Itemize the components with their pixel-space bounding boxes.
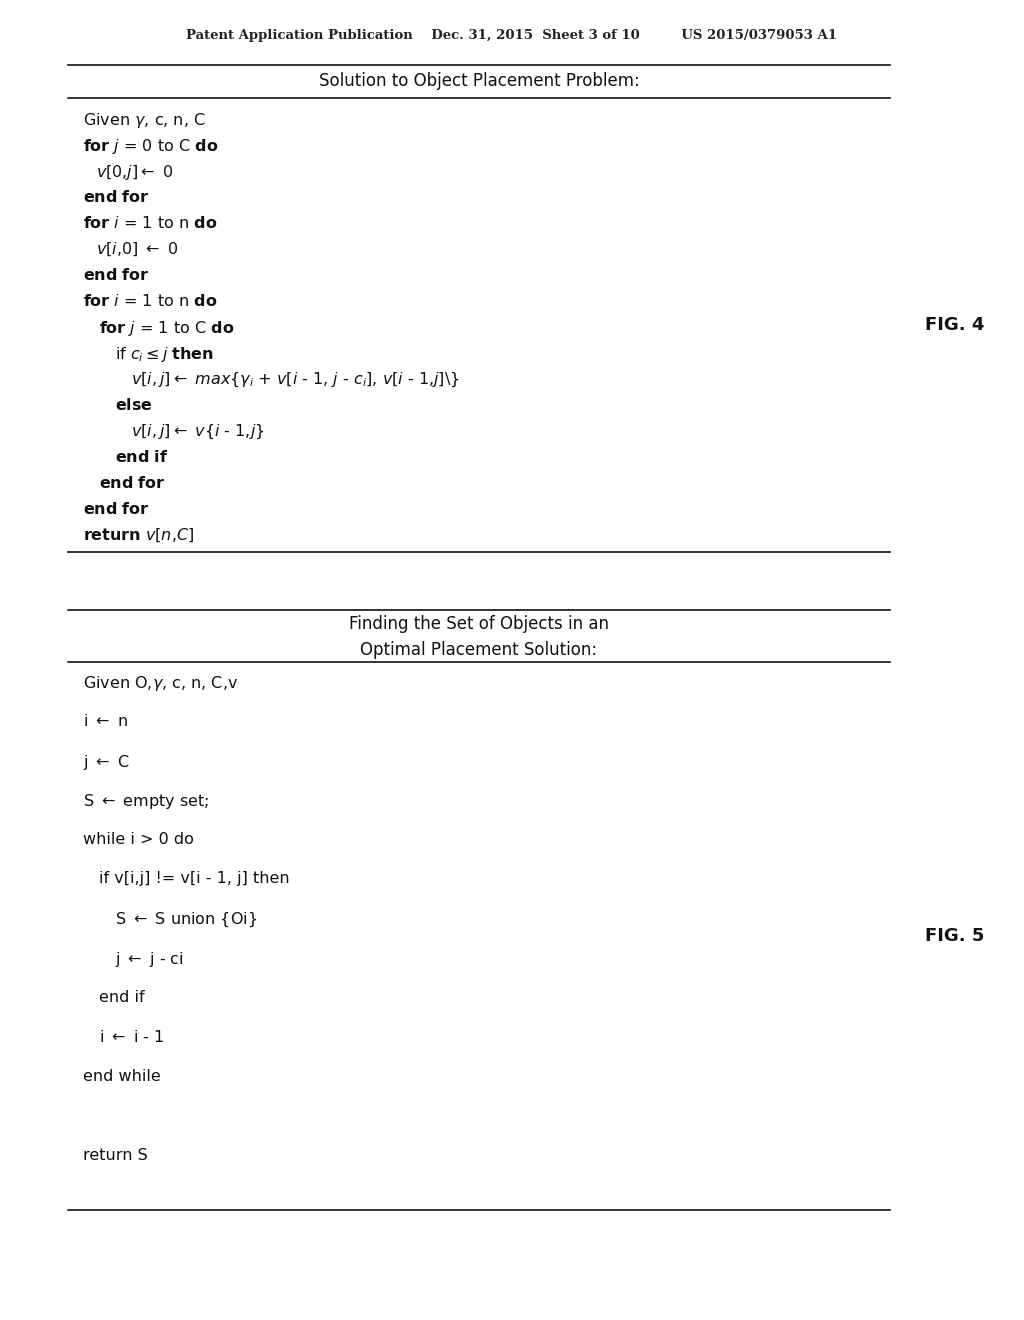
Text: $\bf{end\ for}$: $\bf{end\ for}$ [99, 475, 166, 491]
Text: Finding the Set of Objects in an: Finding the Set of Objects in an [349, 615, 609, 634]
Text: $\bf{for}$ $i$ = 1 to n $\bf{do}$: $\bf{for}$ $i$ = 1 to n $\bf{do}$ [83, 293, 217, 309]
Text: i $\leftarrow$ n: i $\leftarrow$ n [83, 714, 128, 730]
Text: i $\leftarrow$ i - 1: i $\leftarrow$ i - 1 [99, 1030, 165, 1045]
Text: $\bf{end\ for}$: $\bf{end\ for}$ [83, 502, 150, 517]
Text: S $\leftarrow$ S union {Oi}: S $\leftarrow$ S union {Oi} [115, 911, 257, 929]
Text: $\bf{for}$ $i$ = 1 to n $\bf{do}$: $\bf{for}$ $i$ = 1 to n $\bf{do}$ [83, 215, 217, 231]
Text: end while: end while [83, 1069, 161, 1084]
Text: Patent Application Publication    Dec. 31, 2015  Sheet 3 of 10         US 2015/0: Patent Application Publication Dec. 31, … [186, 29, 838, 41]
Text: j $\leftarrow$ j - ci: j $\leftarrow$ j - ci [115, 950, 183, 969]
Text: $\bf{for}$ $j$ = 0 to C $\bf{do}$: $\bf{for}$ $j$ = 0 to C $\bf{do}$ [83, 137, 218, 156]
Text: $\bf{for}$ $j$ = 1 to C $\bf{do}$: $\bf{for}$ $j$ = 1 to C $\bf{do}$ [99, 319, 234, 338]
Text: $\bf{end\ for}$: $\bf{end\ for}$ [83, 267, 150, 282]
Text: Given O,$\gamma$, c, n, C,v: Given O,$\gamma$, c, n, C,v [83, 675, 239, 693]
Text: $v$[$i,j$]$\leftarrow$ $max\{\gamma_i$ + $v$[$i$ - 1, $j$ - $c_i$], $v$[$i$ - 1,: $v$[$i,j$]$\leftarrow$ $max\{\gamma_i$ +… [131, 371, 460, 389]
Text: j $\leftarrow$ C: j $\leftarrow$ C [83, 752, 130, 772]
Text: $\bf{end\ if}$: $\bf{end\ if}$ [115, 449, 168, 465]
Text: $v$[$i,j$]$\leftarrow$ $v\{i$ - 1,$j\}$: $v$[$i,j$]$\leftarrow$ $v\{i$ - 1,$j\}$ [131, 422, 264, 441]
Text: $\bf{else}$: $\bf{else}$ [115, 397, 153, 413]
Text: FIG. 4: FIG. 4 [926, 315, 985, 334]
Text: S $\leftarrow$ empty set;: S $\leftarrow$ empty set; [83, 792, 209, 812]
Text: if v[i,j] != v[i - 1, j] then: if v[i,j] != v[i - 1, j] then [99, 871, 290, 887]
Text: if $c_i \leq j$ $\bf{then}$: if $c_i \leq j$ $\bf{then}$ [115, 345, 214, 364]
Text: $v$[$i$,0] $\leftarrow$ 0: $v$[$i$,0] $\leftarrow$ 0 [96, 242, 178, 259]
Text: while i > 0 do: while i > 0 do [83, 832, 194, 847]
Text: Given $\gamma$, c, n, C: Given $\gamma$, c, n, C [83, 111, 206, 129]
Text: $\bf{end\ for}$: $\bf{end\ for}$ [83, 189, 150, 205]
Text: Solution to Object Placement Problem:: Solution to Object Placement Problem: [318, 73, 639, 91]
Text: return S: return S [83, 1148, 147, 1163]
Text: FIG. 5: FIG. 5 [926, 927, 985, 945]
Text: Optimal Placement Solution:: Optimal Placement Solution: [360, 642, 598, 659]
Text: $v$[0,$j$]$\leftarrow$ 0: $v$[0,$j$]$\leftarrow$ 0 [96, 162, 173, 182]
Text: $\bf{return}$ $v$[$n$,$C$]: $\bf{return}$ $v$[$n$,$C$] [83, 527, 195, 544]
Text: end if: end if [99, 990, 144, 1005]
